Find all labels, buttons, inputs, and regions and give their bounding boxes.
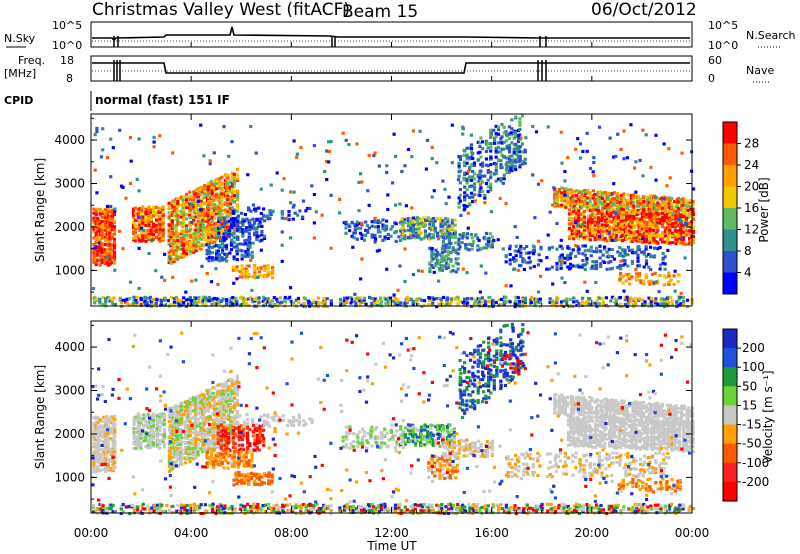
colorbar-tick-label: -100 [742, 456, 769, 470]
power-colorbar: 28 24 20 16 12 8 4 [722, 121, 759, 295]
colorbar-tick-label: -50 [742, 437, 762, 451]
date-label: 06/Oct/2012 [591, 0, 697, 20]
colorbar-tick-label: 200 [742, 341, 765, 355]
colorbar-tick-label: 24 [744, 158, 759, 172]
nave-tick-top: 60 [708, 54, 722, 67]
nsky-gaps [113, 36, 547, 47]
colorbar-swatch [723, 186, 737, 209]
colorbar-tick-label: 16 [744, 201, 759, 215]
nsky-tick-top: 10^5 [52, 19, 82, 32]
nsearch-tick-bottom: 10^0 [708, 39, 738, 52]
colorbar-swatch [723, 386, 737, 406]
nsearch-label: N.Search [746, 29, 796, 42]
velocity-y-label: Slant Range [km] [33, 365, 47, 469]
velocity-y-axis: 1000 2000 3000 4000 [54, 324, 692, 500]
beam-label: Beam 15 [342, 2, 418, 22]
colorbar-swatch [723, 329, 737, 349]
x-axis-label: Time UT [366, 539, 417, 553]
nave-label: Nave [746, 64, 774, 77]
colorbar-tick-label: 20 [744, 180, 759, 194]
velocity-scatter-data [91, 322, 696, 516]
nsky-trace [92, 26, 690, 42]
x-tick-label: 08:00 [274, 526, 309, 540]
colorbar-swatch [723, 122, 737, 144]
colorbar-frame [722, 328, 738, 502]
y-tick-label: 3000 [54, 384, 85, 398]
cpid-label: CPID [4, 94, 33, 107]
x-tick-label: 00:00 [675, 526, 710, 540]
y-tick-label: 4000 [54, 133, 85, 147]
colorbar-tick-label: 12 [744, 223, 759, 237]
colorbar-tick-label: 28 [744, 137, 759, 151]
colorbar-swatch [723, 229, 737, 252]
colorbar-swatch [723, 481, 737, 502]
nave-tick-bottom: 0 [708, 72, 715, 85]
colorbar-swatch [723, 143, 737, 166]
colorbar-tick-label: -15 [742, 418, 762, 432]
x-tick-label: 20:00 [575, 526, 610, 540]
y-tick-label: 2000 [54, 220, 85, 234]
colorbar-tick-label: 100 [742, 360, 765, 374]
x-tick-label: 00:00 [74, 526, 109, 540]
colorbar-tick-label: 4 [744, 266, 752, 280]
colorbar-tick-label: 8 [744, 244, 752, 258]
freq-tick-bottom: 8 [66, 72, 73, 85]
power-scatter-data [91, 114, 696, 309]
x-tick-label: 16:00 [474, 526, 509, 540]
colorbar-swatch [723, 348, 737, 368]
freq-unit: [MHz] [4, 67, 36, 80]
colorbar-swatch [723, 208, 737, 230]
x-tick-label: 04:00 [174, 526, 209, 540]
colorbar-swatch [723, 251, 737, 273]
freq-label: Freq. [18, 54, 45, 67]
y-tick-label: 4000 [54, 340, 85, 354]
colorbar-tick-label: 15 [742, 398, 757, 412]
colorbar-tick-label: 50 [742, 379, 757, 393]
y-tick-label: 1000 [54, 470, 85, 484]
colorbar-tick-label: -200 [742, 475, 769, 489]
freq-trace [92, 62, 690, 74]
nsky-tick-bottom: 10^0 [52, 39, 82, 52]
colorbar-swatch [723, 443, 737, 464]
power-colorbar-label: Power [dB] [757, 177, 771, 242]
colorbar-swatch [723, 272, 737, 295]
colorbar-swatch [723, 462, 737, 483]
power-y-axis: 1000 2000 3000 4000 [54, 117, 692, 293]
nsearch-tick-top: 10^5 [708, 19, 738, 32]
time-axis: 00:00 04:00 08:00 12:00 16:00 20:00 00:00 [74, 42, 710, 540]
colorbar-swatch [723, 367, 737, 387]
y-tick-label: 1000 [54, 263, 85, 277]
y-tick-label: 3000 [54, 177, 85, 191]
colorbar-swatch [723, 165, 737, 187]
freq-tick-top: 18 [60, 54, 74, 67]
cpid-value: normal (fast) 151 IF [95, 93, 230, 107]
colorbar-swatch [723, 424, 737, 445]
y-tick-label: 2000 [54, 427, 85, 441]
station-title: Christmas Valley West (fitACF) [92, 0, 350, 20]
nsky-label: N.Sky [4, 32, 36, 45]
freq-gaps [113, 60, 547, 81]
velocity-colorbar: 200 100 50 15 -15 -50 -100 -200 [722, 328, 769, 502]
velocity-colorbar-label: Velocity [m s⁻¹] [761, 370, 775, 463]
power-y-label: Slant Range [km] [33, 158, 47, 262]
x-tick-label: 12:00 [374, 526, 409, 540]
colorbar-swatch [723, 405, 737, 426]
